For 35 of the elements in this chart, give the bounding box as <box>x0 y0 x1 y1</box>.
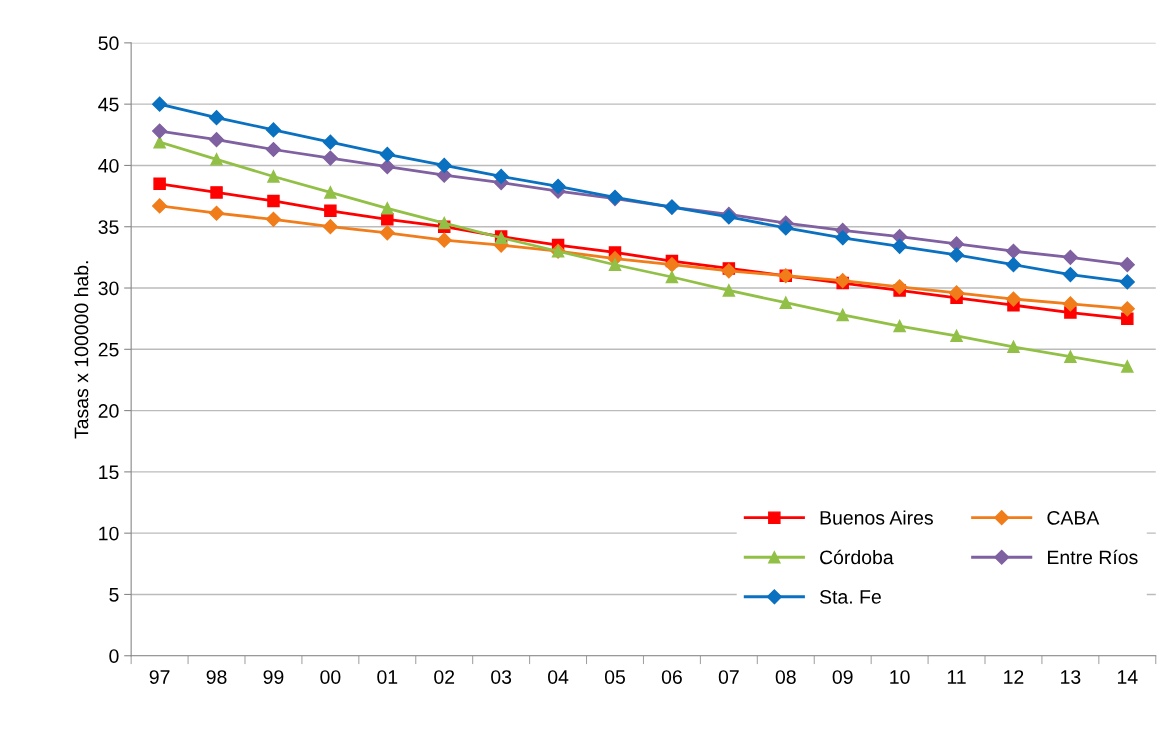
x-tick-label: 98 <box>206 670 227 684</box>
x-tick-label: 06 <box>661 670 682 684</box>
x-tick-label: 12 <box>1004 670 1024 684</box>
y-tick-label: 25 <box>98 342 119 357</box>
y-tick-label: 10 <box>99 526 119 541</box>
x-tick-label: 14 <box>1117 670 1138 684</box>
x-tick-label: 10 <box>890 670 910 684</box>
y-tick-label: 40 <box>98 158 119 173</box>
y-tick-label: 45 <box>98 97 119 112</box>
y-tick-label: 20 <box>98 404 119 418</box>
y-tick-label: 15 <box>99 465 119 480</box>
x-tick-label: 04 <box>548 670 569 684</box>
y-tick-label: 0 <box>109 649 119 663</box>
legend-label: CABA <box>1047 510 1100 525</box>
x-tick-label: 07 <box>718 670 739 684</box>
legend-label: Córdoba <box>820 549 894 565</box>
x-tick-label: 97 <box>149 670 170 684</box>
y-tick-label: 35 <box>98 220 119 234</box>
x-tick-label: 13 <box>1061 670 1081 684</box>
x-tick-label: 11 <box>947 670 966 684</box>
y-tick-label: 50 <box>98 36 119 51</box>
x-tick-label: 00 <box>320 670 341 684</box>
y-tick-label: 30 <box>98 281 119 296</box>
x-tick-label: 99 <box>263 670 284 684</box>
legend-label: Buenos Aires <box>820 510 933 525</box>
x-tick-label: 02 <box>434 670 455 684</box>
x-tick-label: 09 <box>832 670 853 684</box>
legend-label: Entre Ríos <box>1048 549 1138 565</box>
legend-label: Sta. Fe <box>819 589 881 604</box>
x-tick-label: 08 <box>775 670 796 684</box>
y-axis-title: Tasas x 100000 hab. <box>74 261 89 439</box>
x-tick-label: 05 <box>604 670 625 684</box>
x-tick-label: 01 <box>377 670 398 684</box>
y-tick-label: 5 <box>109 588 119 602</box>
x-tick-label: 03 <box>491 670 512 684</box>
